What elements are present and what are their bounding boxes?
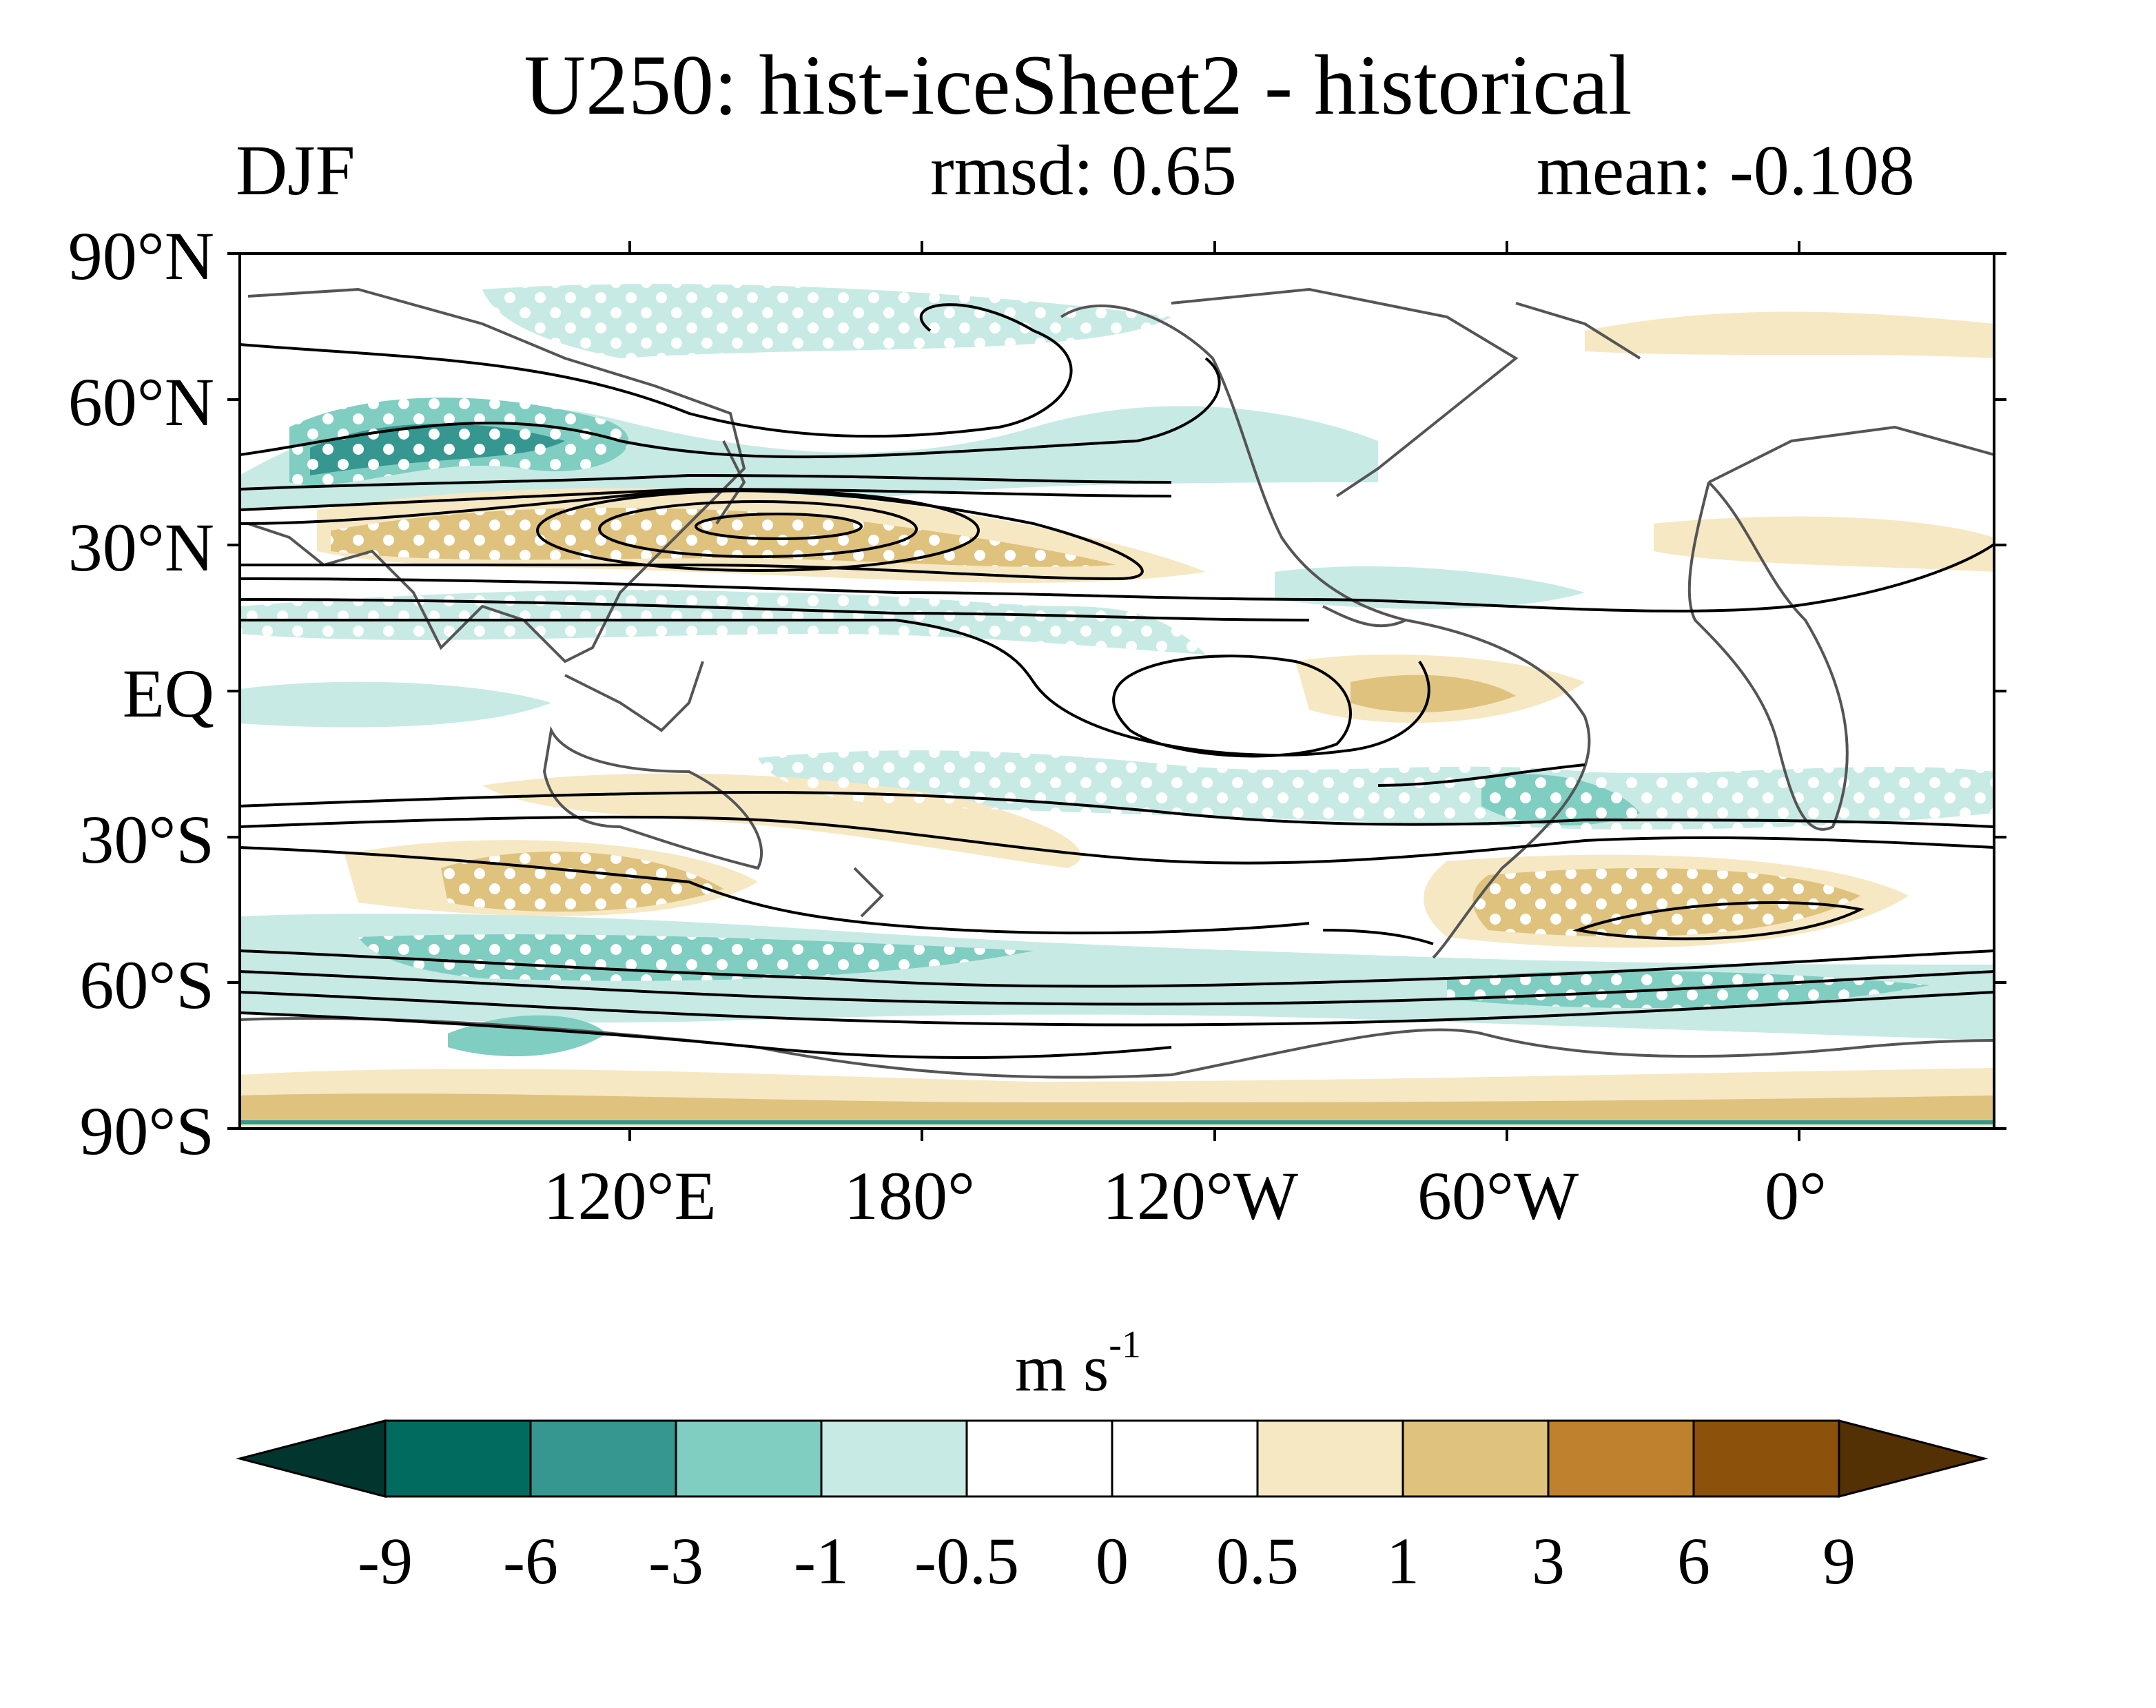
lat-tick-label: 90°N xyxy=(68,218,214,294)
colorbar-tick-label: -9 xyxy=(358,1524,413,1598)
colorbar-swatch xyxy=(1692,1419,1840,1498)
colorbar-swatch xyxy=(1256,1419,1404,1498)
lon-tick-label: 120°W xyxy=(1102,1157,1299,1234)
lon-tick-label: 60°W xyxy=(1417,1157,1579,1234)
colorbar-tick-label: 6 xyxy=(1677,1524,1710,1598)
lat-tick-label: 60°S xyxy=(79,947,214,1023)
lon-tick-label: 180° xyxy=(844,1157,975,1234)
colorbar-max-arrow xyxy=(1838,1419,1989,1498)
colorbar-swatch xyxy=(529,1419,677,1498)
colorbar-tick-label: -0.5 xyxy=(914,1524,1019,1598)
chart-title: U250: hist-iceSheet2 - historical xyxy=(524,38,1632,132)
colorbar-tick-label: 1 xyxy=(1386,1524,1419,1598)
lat-tick-label: 30°S xyxy=(79,801,214,878)
colorbar-min-arrow xyxy=(236,1419,387,1498)
colorbar-swatch xyxy=(1402,1419,1550,1498)
colorbar-swatch xyxy=(1547,1419,1695,1498)
rmsd-label: rmsd: 0.65 xyxy=(930,131,1237,210)
colorbar-swatch xyxy=(384,1419,532,1498)
lat-tick-label: 60°N xyxy=(68,364,214,440)
colorbar-tick-label: 9 xyxy=(1823,1524,1856,1598)
colorbar-tick-label: 0.5 xyxy=(1216,1524,1299,1598)
lon-tick-label: 120°E xyxy=(543,1157,717,1234)
colorbar-tick-label: -6 xyxy=(503,1524,558,1598)
colorbar-tick-label: -3 xyxy=(648,1524,704,1598)
colorbar-tick-label: 0 xyxy=(1096,1524,1129,1598)
lat-tick-label: 90°S xyxy=(79,1093,214,1169)
lat-tick-label: EQ xyxy=(122,655,214,732)
mean-label: mean: -0.108 xyxy=(1537,131,1915,210)
colorbar-swatch xyxy=(965,1419,1113,1498)
axis-ticks xyxy=(227,241,2006,1141)
season-label: DJF xyxy=(236,131,356,210)
colorbar-tick-label: 3 xyxy=(1532,1524,1565,1598)
lat-tick-label: 30°N xyxy=(68,509,214,586)
lon-tick-label: 0° xyxy=(1765,1157,1827,1234)
climatology-contours xyxy=(240,303,1994,1059)
colorbar-units: m s-1 xyxy=(1015,1324,1141,1405)
colorbar-tick-label: -1 xyxy=(794,1524,849,1598)
colorbar-swatch xyxy=(675,1419,823,1498)
colorbar-swatch xyxy=(1111,1419,1259,1498)
colorbar-swatch xyxy=(820,1419,968,1498)
